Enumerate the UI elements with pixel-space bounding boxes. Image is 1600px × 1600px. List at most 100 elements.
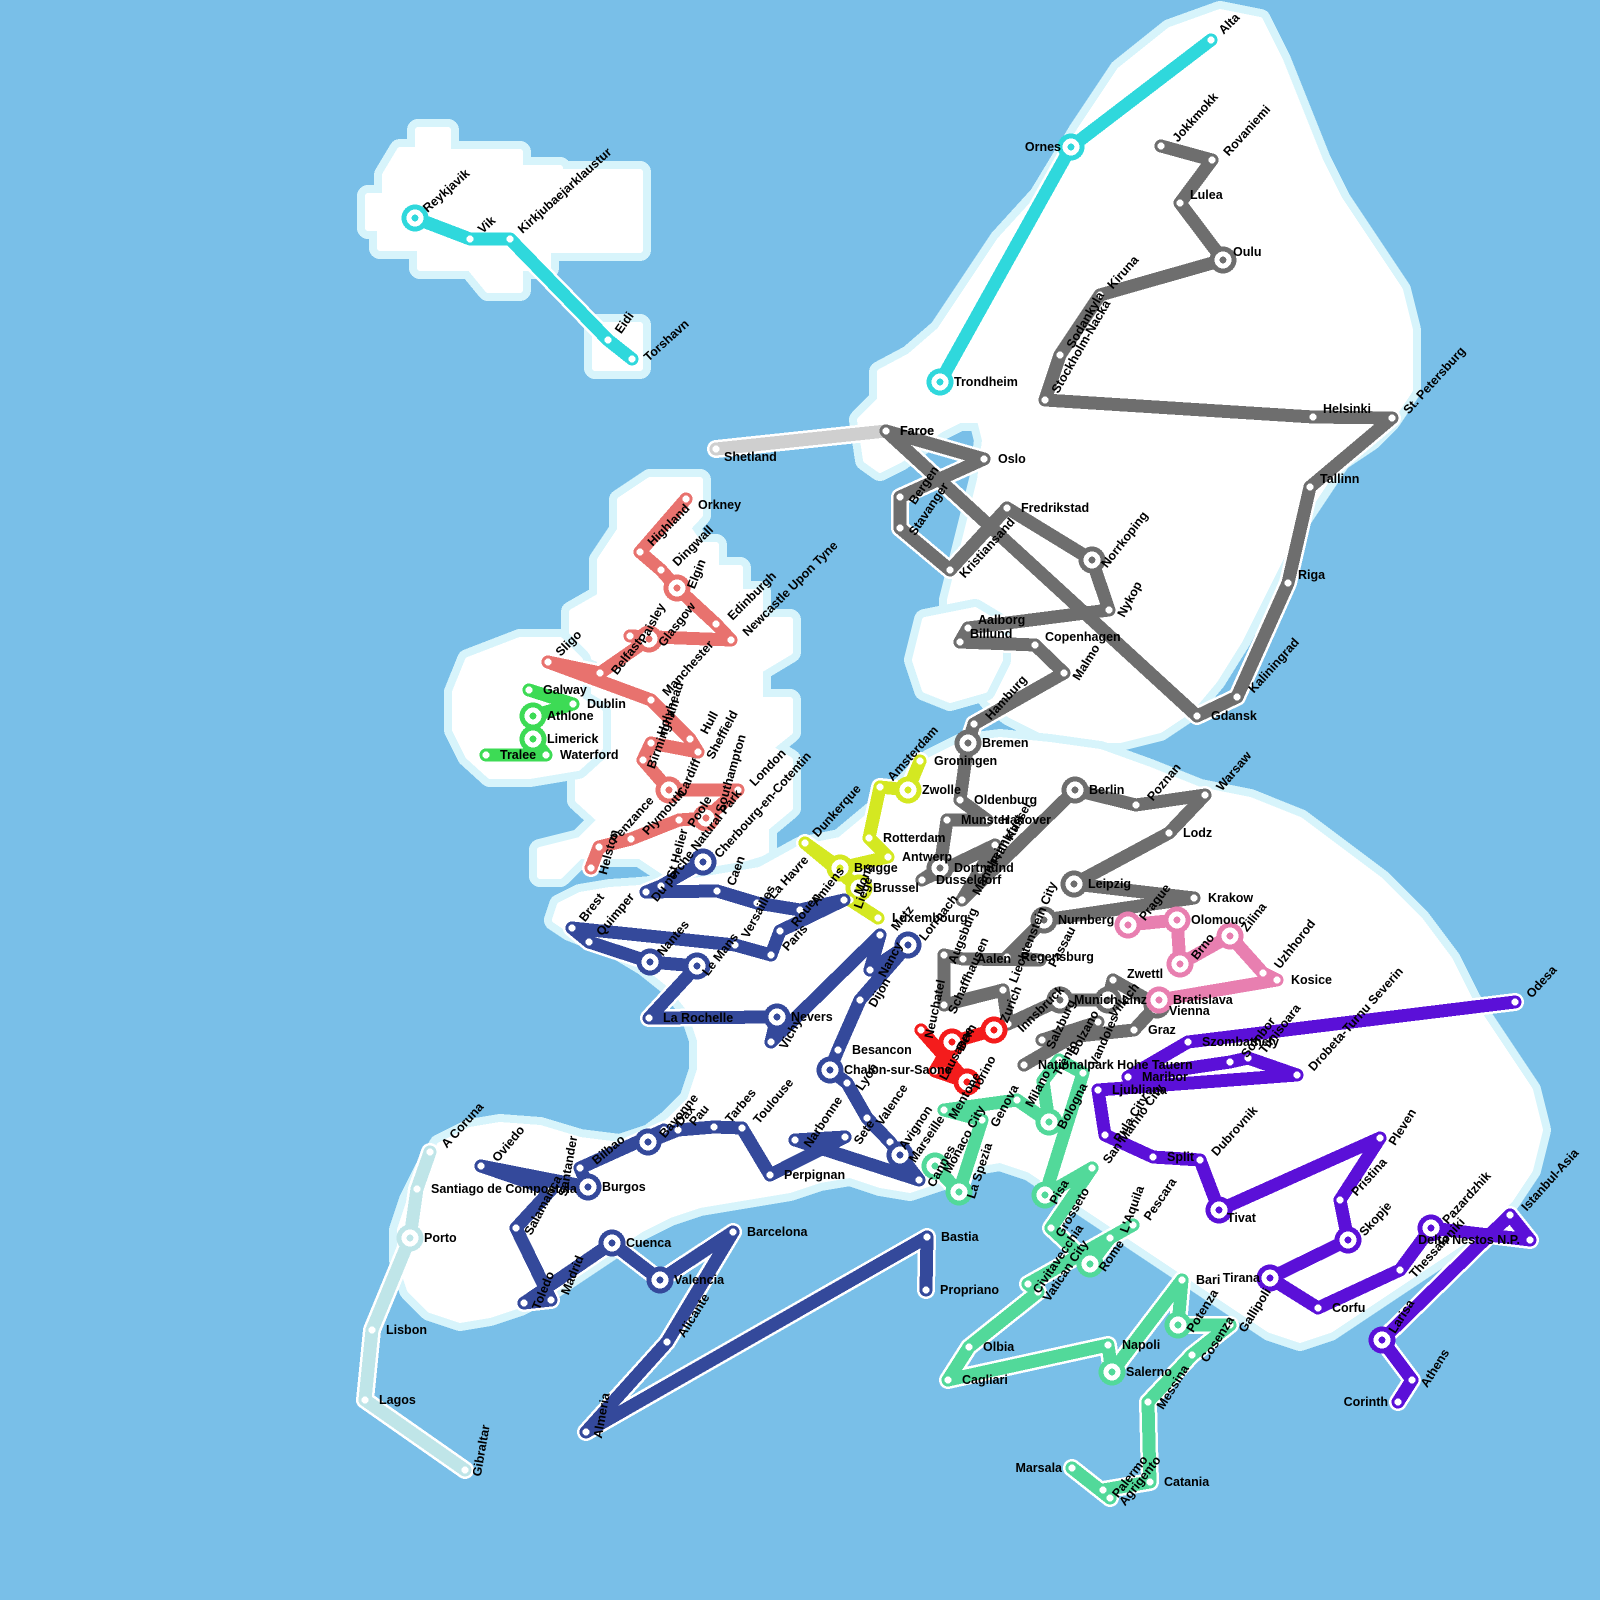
station-marker[interactable] [654,879,668,893]
station-marker[interactable] [423,1145,437,1159]
station-marker[interactable] [798,836,812,850]
station-marker[interactable] [1103,1231,1117,1245]
station-marker[interactable] [519,725,547,753]
station-marker[interactable] [977,452,991,466]
station-marker[interactable] [826,854,854,882]
station-marker[interactable] [1102,603,1116,617]
station-marker[interactable] [1038,393,1052,407]
station-marker[interactable] [689,848,717,876]
station-marker[interactable] [1106,973,1120,987]
station-marker[interactable] [539,748,553,762]
station-marker[interactable] [953,793,967,807]
station-marker[interactable] [660,1335,674,1349]
station-marker[interactable] [601,333,615,347]
station-marker[interactable] [961,621,975,635]
station-marker[interactable] [1187,891,1201,905]
station-marker[interactable] [565,921,579,935]
station-marker[interactable] [654,563,668,577]
station-marker[interactable] [1181,1035,1195,1049]
station-marker[interactable] [1036,1074,1050,1088]
station-marker[interactable] [474,1159,488,1173]
station-marker[interactable] [683,952,711,980]
station-marker[interactable] [1076,1066,1090,1080]
station-marker[interactable] [894,931,922,959]
station-marker[interactable] [1146,1150,1160,1164]
station-marker[interactable] [1164,1311,1192,1339]
station-marker[interactable] [1031,1285,1045,1299]
station-marker[interactable] [646,1266,674,1294]
station-marker[interactable] [1000,501,1014,515]
station-marker[interactable] [1185,1348,1199,1362]
station-marker[interactable] [996,983,1010,997]
station-marker[interactable] [980,813,994,827]
station-marker[interactable] [1052,1053,1066,1067]
station-marker[interactable] [625,352,639,366]
route-line-portugal[interactable] [358,1145,472,1477]
station-marker[interactable] [1303,480,1317,494]
station-marker[interactable] [1101,1338,1115,1352]
station-marker[interactable] [635,625,663,653]
station-marker[interactable] [642,1011,656,1025]
station-marker[interactable] [915,873,929,887]
station-marker[interactable] [921,1152,949,1180]
station-marker[interactable] [1030,906,1058,934]
station-marker[interactable] [1223,1055,1237,1069]
station-marker[interactable] [1508,995,1522,1009]
station-marker[interactable] [1230,690,1244,704]
station-marker[interactable] [709,617,723,631]
station-marker[interactable] [1000,950,1014,964]
station-marker[interactable] [636,948,664,976]
station-marker[interactable] [1166,950,1194,978]
station-marker[interactable] [724,633,738,647]
station-marker[interactable] [862,831,876,845]
station-marker[interactable] [1391,1395,1405,1409]
station-marker[interactable] [1306,410,1320,424]
station-marker[interactable] [592,840,606,854]
station-marker[interactable] [1035,1108,1063,1136]
station-marker[interactable] [582,935,596,949]
station-marker[interactable] [1129,798,1143,812]
station-marker[interactable] [879,424,893,438]
station-marker[interactable] [955,893,969,907]
station-marker[interactable] [1091,1015,1105,1029]
station-marker[interactable] [683,732,697,746]
station-marker[interactable] [1503,1208,1517,1222]
station-marker[interactable] [938,1028,966,1056]
station-marker[interactable] [873,780,887,794]
station-marker[interactable] [517,1296,531,1310]
station-marker[interactable] [873,928,887,942]
station-marker[interactable] [1373,1131,1387,1145]
station-marker[interactable] [793,903,807,917]
station-marker[interactable] [937,998,951,1012]
station-marker[interactable] [1094,986,1122,1014]
station-marker[interactable] [519,702,547,730]
route-line-britain[interactable] [541,492,745,875]
station-marker[interactable] [1333,1193,1347,1207]
station-marker[interactable] [709,442,723,456]
station-marker[interactable] [838,1130,852,1144]
station-marker[interactable] [1076,1250,1104,1278]
station-marker[interactable] [1053,348,1067,362]
station-marker[interactable] [941,1373,955,1387]
station-marker[interactable] [1046,986,1074,1014]
station-marker[interactable] [365,1323,379,1337]
station-marker[interactable] [623,629,637,643]
station-marker[interactable] [1256,1264,1284,1292]
station-marker[interactable] [954,729,982,757]
station-marker[interactable] [975,1113,989,1127]
station-marker[interactable] [863,963,877,977]
station-marker[interactable] [691,745,705,759]
station-marker[interactable] [636,753,650,767]
station-marker[interactable] [962,1340,976,1354]
station-marker[interactable] [1031,1181,1059,1209]
station-marker[interactable] [937,1103,951,1117]
station-marker[interactable] [707,1120,721,1134]
station-marker[interactable] [763,1168,777,1182]
station-marker[interactable] [401,204,429,232]
station-marker[interactable] [764,948,778,962]
station-marker[interactable] [980,1016,1008,1044]
station-marker[interactable] [1017,1058,1031,1072]
station-marker[interactable] [1163,906,1191,934]
station-marker[interactable] [1223,1318,1237,1332]
station-marker[interactable] [463,232,477,246]
